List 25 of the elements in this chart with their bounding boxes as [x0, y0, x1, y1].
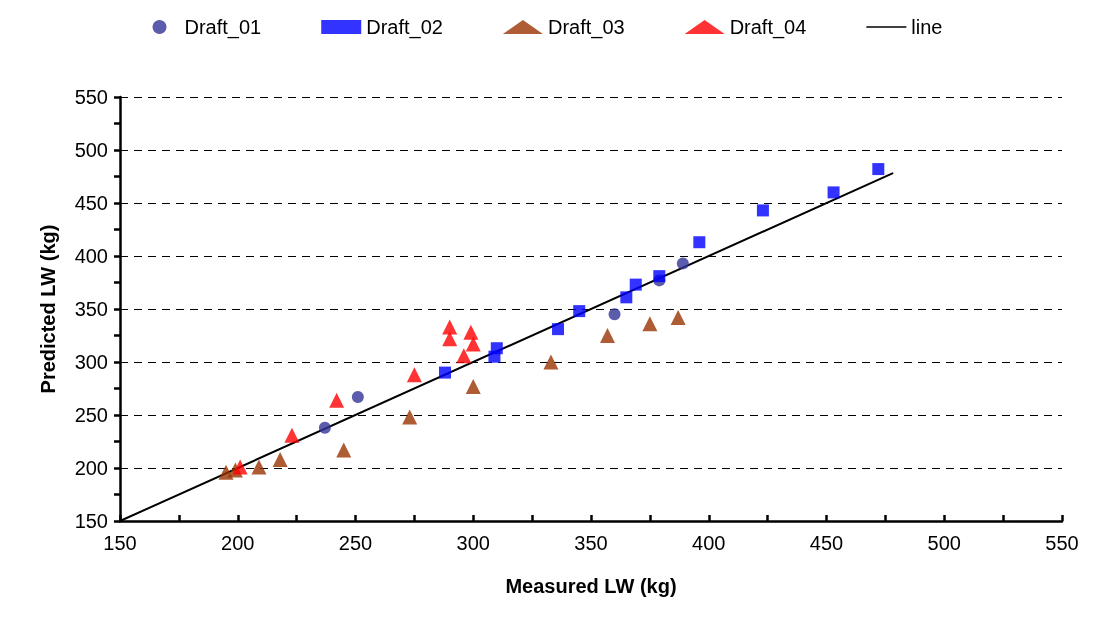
y-tick-label: 250 — [74, 404, 108, 426]
x-tick-label: 150 — [103, 532, 137, 554]
y-tick-label: 300 — [74, 351, 108, 373]
y-tick-label: 400 — [74, 245, 108, 267]
legend-label: Draft_02 — [366, 16, 443, 39]
x-tick-label: 550 — [1045, 532, 1079, 554]
x-tick-label: 500 — [927, 532, 961, 554]
x-tick-label: 400 — [692, 532, 726, 554]
x-tick-label: 350 — [574, 532, 608, 554]
legend-label: Draft_01 — [184, 16, 262, 39]
x-tick-label: 300 — [456, 532, 490, 554]
legend-label: Draft_04 — [729, 16, 807, 39]
legend-label: Draft_03 — [547, 16, 625, 39]
y-tick-label: 350 — [74, 298, 108, 320]
y-tick-label: 450 — [74, 192, 108, 214]
x-tick-label: 200 — [221, 532, 255, 554]
y-tick-label: 200 — [74, 457, 108, 479]
x-tick-label: 250 — [338, 532, 373, 554]
y-tick-label: 550 — [74, 86, 108, 108]
x-axis-title: Measured LW (kg) — [505, 575, 677, 597]
x-tick-label: 450 — [809, 532, 844, 554]
legend-label: line — [911, 16, 943, 38]
y-tick-label: 500 — [74, 139, 108, 161]
y-tick-label: 150 — [74, 510, 108, 532]
y-axis-title: Predicted LW (kg) — [37, 224, 59, 394]
